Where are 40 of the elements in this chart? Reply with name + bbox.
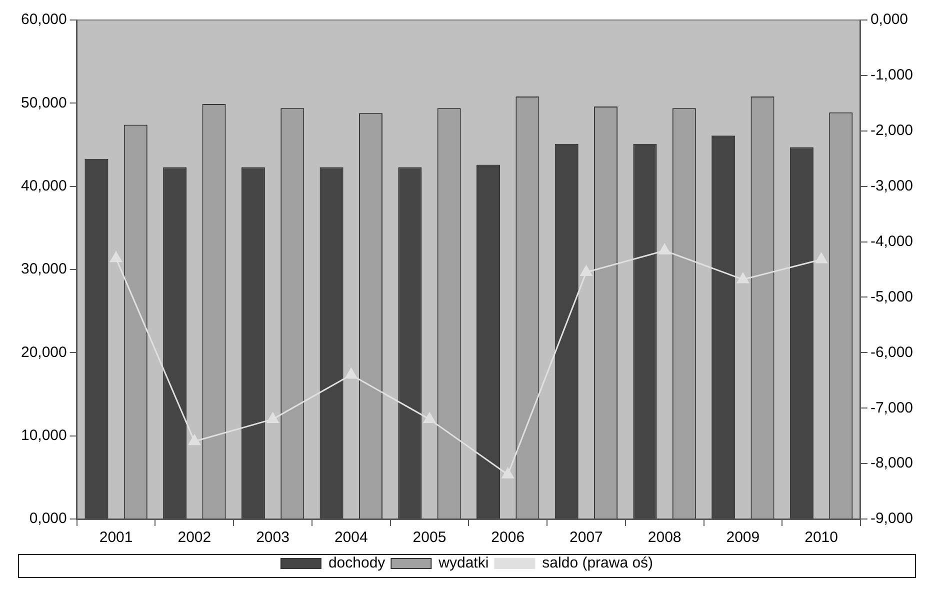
x-tick-label: 2009 <box>726 529 760 546</box>
point <box>188 434 200 446</box>
y-tick-label: 30,000 <box>20 260 67 278</box>
y2-tick-label: -8,000 <box>870 454 914 472</box>
legend-label: dochody <box>328 554 386 572</box>
x-tick-label: 2006 <box>491 529 525 546</box>
point <box>110 252 122 262</box>
x-tick-label: 2008 <box>648 529 682 546</box>
y-tick-label: 50,000 <box>20 94 67 112</box>
y2-tick-label: -1,000 <box>870 66 914 84</box>
y2-tick-label: 0,000 <box>870 11 908 28</box>
x-tick-label: 2010 <box>804 529 838 546</box>
y2-tick-label: -4,000 <box>870 232 914 250</box>
x-tick-label: 2004 <box>334 529 368 546</box>
x-tick-label: 2003 <box>256 529 290 546</box>
point <box>580 266 592 276</box>
y2-tick-label: -2,000 <box>870 122 914 140</box>
point <box>266 412 279 423</box>
y2-tick-label: -5,000 <box>870 288 914 306</box>
y-tick-label: 40,000 <box>20 177 67 194</box>
point <box>815 252 828 264</box>
y-tick-label: 10,000 <box>20 426 67 444</box>
legend-label: wydatki <box>438 554 489 572</box>
y2-tick-label: -9,000 <box>870 510 914 528</box>
point <box>424 412 436 423</box>
x-tick-label: 2007 <box>570 529 603 546</box>
point <box>502 468 514 478</box>
point <box>345 368 358 379</box>
y2-tick-label: -7,000 <box>870 399 914 416</box>
x-tick-label: 2002 <box>178 529 212 546</box>
y2-tick-label: -6,000 <box>870 344 914 361</box>
point <box>736 272 749 284</box>
y2-tick-label: -3,000 <box>870 177 914 194</box>
legend-label: saldo (prawa oś) <box>542 554 654 572</box>
x-tick-label: 2001 <box>99 529 133 546</box>
y-tick-label: 60,000 <box>20 11 67 28</box>
y-tick-label: 0,000 <box>29 510 67 528</box>
y-tick-label: 20,000 <box>20 344 67 361</box>
point <box>658 244 671 254</box>
x-tick-label: 2005 <box>412 529 446 546</box>
